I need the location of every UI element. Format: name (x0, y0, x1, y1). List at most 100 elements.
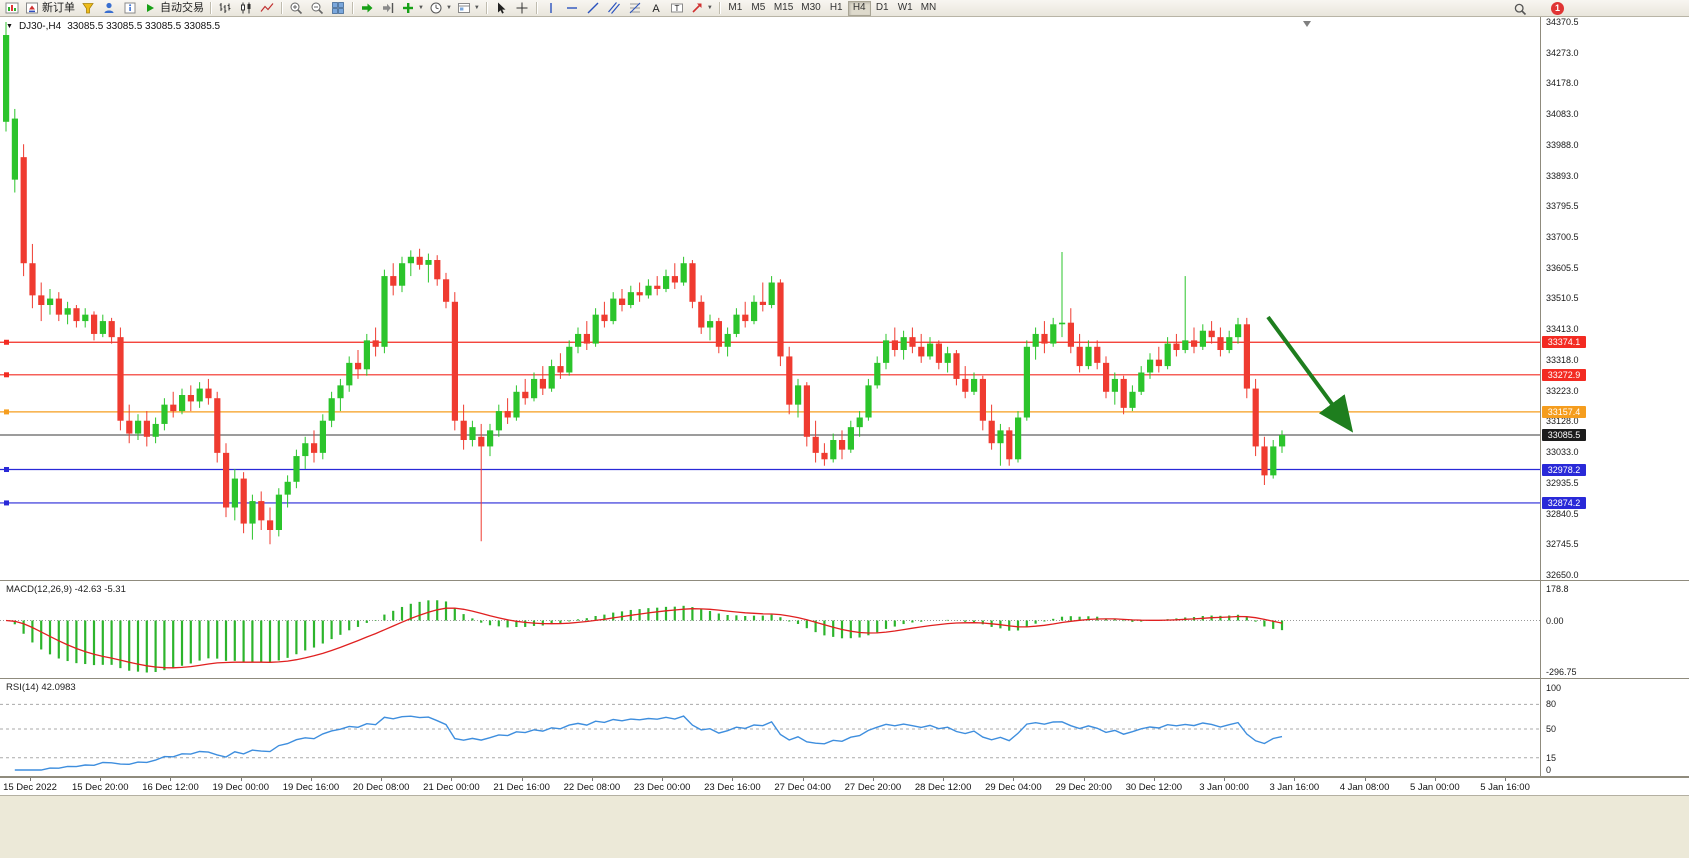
rsi-panel[interactable]: RSI(14) 42.0983 (0, 679, 1541, 776)
chart-shift-button[interactable] (378, 1, 398, 16)
candle-body (1059, 322, 1066, 325)
line-chart-type-button[interactable] (257, 1, 277, 16)
tile-windows-icon (332, 2, 344, 14)
time-axis-label: 22 Dec 08:00 (563, 782, 621, 793)
fibonacci-tool-button[interactable] (625, 1, 645, 16)
toolbar-separator (352, 2, 353, 14)
macd-panel[interactable]: MACD(12,26,9) -42.63 -5.31 (0, 581, 1541, 678)
indicators-plus-icon (403, 3, 413, 13)
line-handle[interactable] (4, 409, 9, 415)
candle-body (1041, 333, 1048, 344)
candle-body (742, 314, 749, 322)
arrows-tool-button[interactable]: ▼ (688, 1, 715, 16)
templates-button[interactable]: ▼ (455, 1, 482, 16)
candle-body (275, 494, 282, 531)
timeframe-m1-button[interactable]: M1 (724, 1, 747, 16)
tile-windows-button[interactable] (328, 1, 348, 16)
candle-body (82, 314, 89, 322)
candle-body (143, 420, 150, 437)
bar-chart-type-button[interactable] (215, 1, 235, 16)
candle-body (1270, 446, 1277, 476)
time-axis-tick (310, 778, 312, 781)
line-handle[interactable] (4, 500, 9, 506)
candle-body (152, 423, 159, 437)
vertical-line-tool-button[interactable] (541, 1, 561, 16)
text-tool-icon: A (652, 3, 660, 15)
candle-body (126, 420, 133, 434)
data-window-button[interactable] (120, 1, 140, 16)
candle-body (1279, 435, 1286, 447)
chart-style-button[interactable] (78, 1, 98, 16)
candle-body (513, 391, 520, 418)
horizontal-line-tool-button[interactable] (562, 1, 582, 16)
trendline-tool-button[interactable] (583, 1, 603, 16)
search-button[interactable] (1510, 1, 1530, 16)
time-axis-tick (591, 778, 593, 781)
candle-body (812, 436, 819, 453)
candle-body (240, 478, 247, 524)
timeframe-m5-button[interactable]: M5 (747, 1, 770, 16)
periods-button[interactable]: ▼ (427, 1, 454, 16)
timeframe-mn-button[interactable]: MN (917, 1, 941, 16)
panel-splitter[interactable] (0, 678, 1689, 679)
svg-text:T: T (674, 4, 679, 13)
time-axis-tick (1364, 778, 1366, 781)
caret-down-icon: ▼ (445, 4, 452, 11)
candle-body (1015, 417, 1022, 460)
chart-menu-caret-icon[interactable]: ▼ (6, 23, 13, 30)
autotrading-button[interactable]: 自动交易 (141, 1, 206, 16)
zoom-in-button[interactable] (286, 1, 306, 16)
candle-body (179, 395, 186, 412)
crosshair-button[interactable] (512, 1, 532, 16)
auto-scroll-button[interactable] (357, 1, 377, 16)
candle-body (478, 436, 485, 447)
candle-body (311, 443, 318, 453)
candle-body (592, 314, 599, 344)
trend-arrow-object[interactable] (1266, 315, 1354, 433)
zoom-out-icon (311, 2, 324, 15)
timeframe-m30-button[interactable]: M30 (797, 1, 824, 16)
profiles-button[interactable] (99, 1, 119, 16)
time-axis-tick (451, 778, 453, 781)
timeframe-h4-button[interactable]: H4 (847, 0, 871, 16)
channel-tool-button[interactable] (604, 1, 624, 16)
notification-badge[interactable]: 1 (1551, 2, 1564, 15)
line-handle[interactable] (4, 339, 9, 345)
panel-splitter[interactable] (0, 580, 1689, 581)
chart-symbol-label: DJ30-,H4 (18, 21, 62, 32)
time-axis[interactable]: 15 Dec 2022 15 Dec 20:00 16 Dec 12:00 19 De… (0, 777, 1689, 795)
timeframe-d1-button[interactable]: D1 (871, 1, 894, 16)
label-tool-button[interactable]: T (667, 1, 687, 16)
line-handle[interactable] (4, 467, 9, 473)
cursor-button[interactable] (491, 1, 511, 16)
candle-body (355, 362, 362, 370)
line-handle[interactable] (4, 372, 9, 378)
candlestick-chart-type-button[interactable] (236, 1, 256, 16)
timeframe-w1-button[interactable]: W1 (894, 1, 917, 16)
chart-shift-marker-icon[interactable] (1303, 21, 1311, 27)
main-chart-panel[interactable]: ▼ DJ30-,H4 33085.5 33085.5 33085.5 33085… (0, 17, 1541, 580)
new-chart-button[interactable] (2, 1, 22, 16)
candle-body (196, 388, 203, 402)
price-axis[interactable]: 34370.5 34273.0 34178.0 34083.0 33988.0 33893… (1541, 17, 1689, 777)
new-order-button[interactable]: 新订单 (23, 1, 77, 16)
panel-splitter[interactable] (0, 776, 1689, 777)
text-tool-button[interactable]: A (646, 1, 666, 16)
candle-body (407, 256, 414, 264)
toolbar-separator (535, 2, 537, 14)
candle-body (627, 292, 634, 306)
timeframe-m15-button[interactable]: M15 (770, 1, 797, 16)
candle-body (698, 301, 705, 328)
candlestick-chart[interactable] (0, 17, 1541, 580)
toolbar: 新订单 自动交易 ▼ ▼ (0, 0, 1689, 17)
indicators-button[interactable]: ▼ (399, 1, 426, 16)
clock-icon (430, 2, 442, 14)
time-axis-label: 19 Dec 16:00 (282, 782, 340, 793)
candlestick-icon (241, 2, 251, 14)
candle-body (715, 321, 722, 347)
zoom-out-button[interactable] (307, 1, 327, 16)
timeframe-h1-button[interactable]: H1 (825, 1, 848, 16)
candle-body (135, 420, 142, 434)
caret-down-icon: ▼ (418, 4, 424, 11)
candle-body (971, 378, 978, 392)
